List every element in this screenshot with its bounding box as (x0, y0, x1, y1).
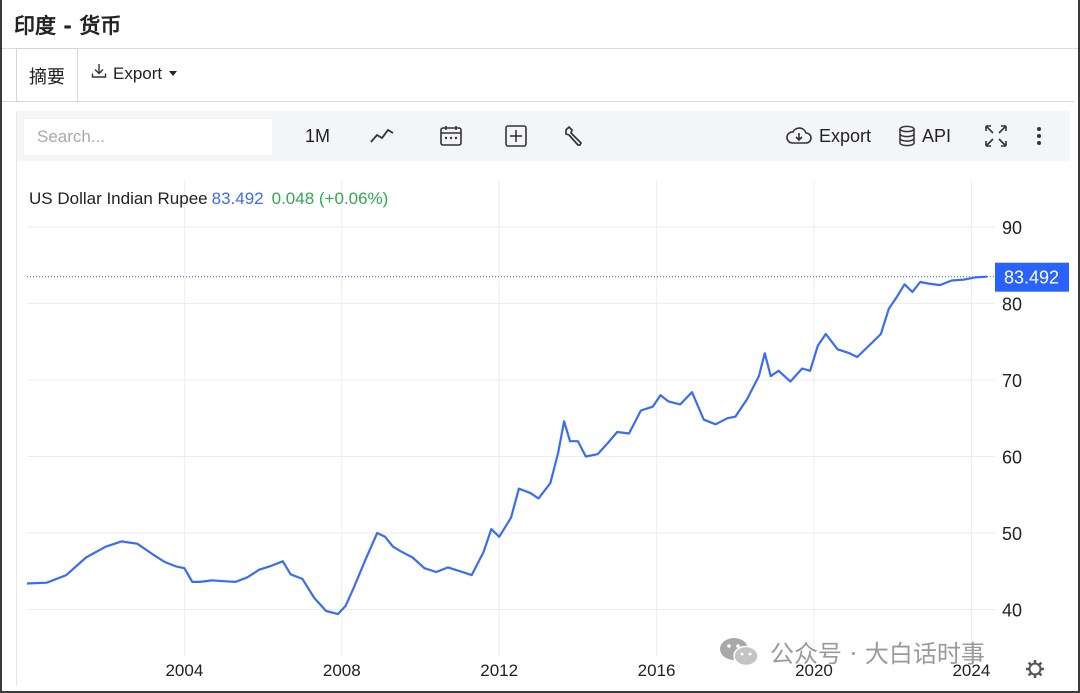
y-tick-label-1: 50 (1002, 524, 1022, 544)
more-options-button[interactable] (1035, 111, 1043, 161)
watermark-text: 公众号 · 大白话时事 (770, 640, 985, 668)
fullscreen-button[interactable] (983, 111, 1009, 161)
date-range-button[interactable] (439, 111, 463, 161)
tab-export-label: Export (113, 63, 163, 83)
x-tick-label-1: 2008 (323, 661, 361, 680)
x-tick-label-4: 2020 (795, 661, 833, 680)
gear-hub (1028, 662, 1042, 676)
chart-settings-gear-icon[interactable] (1026, 660, 1044, 678)
x-tick-label-2: 2012 (480, 661, 518, 680)
price-chart: 2004 2008 2012 2016 2020 2024 40 50 60 70 80 90 83… (26, 181, 1069, 680)
interval-button[interactable]: 1M (305, 111, 330, 161)
interval-label: 1M (305, 125, 331, 146)
page-title: 印度 - 货币 (14, 14, 122, 38)
chart-panel: 1M Export (16, 111, 1070, 686)
x-axis-ticks: 2004 2008 2012 2016 2020 2024 (165, 661, 990, 680)
chart-export-label: Export (819, 125, 872, 146)
cloud-download-icon (785, 125, 813, 147)
last-price-tag[interactable]: 83.492 (995, 262, 1069, 292)
last-price-tag-box (995, 262, 1069, 292)
api-label: API (922, 125, 952, 146)
legend-price: 83.492 (211, 189, 264, 208)
tab-export-button[interactable]: Export (90, 62, 178, 85)
caret-down-icon (169, 71, 178, 76)
tab-summary[interactable]: 摘要 (16, 48, 78, 102)
usd-inr-series-line (26, 275, 988, 616)
legend-change: 0.048 (+0.06%) (271, 189, 389, 208)
x-tick-label-0: 2004 (165, 661, 203, 680)
download-icon (90, 62, 108, 85)
title-divider (2, 48, 1078, 49)
y-axis-ticks: 40 50 60 70 80 90 (1002, 218, 1022, 621)
x-tick-label-3: 2016 (638, 661, 676, 680)
y-tick-label-3: 70 (1002, 371, 1022, 391)
calendar-icon (439, 124, 463, 148)
y-tick-label-4: 80 (1002, 294, 1022, 314)
y-tick-label-2: 60 (1002, 447, 1022, 467)
more-vertical-icon (1035, 125, 1043, 147)
y-tick-label-0: 40 (1002, 600, 1022, 620)
add-indicator-button[interactable] (504, 111, 528, 161)
watermark: 公众号 · 大白话时事 (718, 634, 985, 669)
chart-type-button[interactable] (369, 111, 395, 161)
grid-lines (27, 181, 995, 656)
x-tick-label-5: 2024 (952, 661, 990, 680)
settings-wrench-button[interactable] (562, 111, 586, 161)
legend-symbol: US Dollar Indian Rupee (29, 189, 208, 208)
fullscreen-icon (983, 123, 1009, 149)
api-button[interactable]: API (898, 111, 951, 161)
line-chart-icon (369, 126, 395, 146)
plus-square-icon (504, 124, 528, 148)
tabs-divider (2, 101, 1074, 102)
chart-toolbar: 1M Export (17, 111, 1070, 161)
chart-export-button[interactable]: Export (785, 111, 871, 161)
symbol-search-input[interactable] (24, 119, 272, 155)
last-price-tag-text: 83.492 (1004, 268, 1059, 288)
wechat-icon (720, 637, 759, 666)
y-tick-label-5: 90 (1002, 218, 1022, 238)
wrench-icon (562, 124, 586, 148)
series-legend: US Dollar Indian Rupee 83.492 0.048 (+0.06… (29, 189, 388, 209)
database-icon (898, 125, 916, 147)
